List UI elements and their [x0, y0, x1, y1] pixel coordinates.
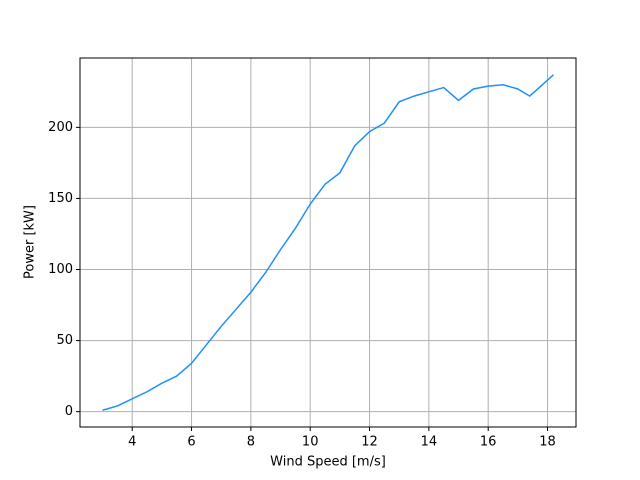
y-axis-label: Power [kW] [23, 205, 38, 279]
y-tick-label: 200 [48, 120, 73, 135]
x-tick-label: 18 [539, 435, 556, 450]
x-tick-label: 16 [480, 435, 497, 450]
y-tick-label: 50 [56, 333, 73, 348]
y-tick-label: 100 [48, 262, 73, 277]
x-tick-label: 8 [247, 435, 255, 450]
x-tick-label: 4 [128, 435, 136, 450]
x-tick-label: 14 [421, 435, 438, 450]
y-tick-label: 0 [65, 404, 73, 419]
plot-frame [79, 57, 577, 428]
y-tick-label: 150 [48, 191, 73, 206]
x-axis-label: Wind Speed [m/s] [270, 455, 386, 470]
x-tick-label: 6 [187, 435, 195, 450]
x-tick-label: 12 [361, 435, 378, 450]
x-tick-label: 10 [302, 435, 319, 450]
data-line [102, 74, 554, 411]
